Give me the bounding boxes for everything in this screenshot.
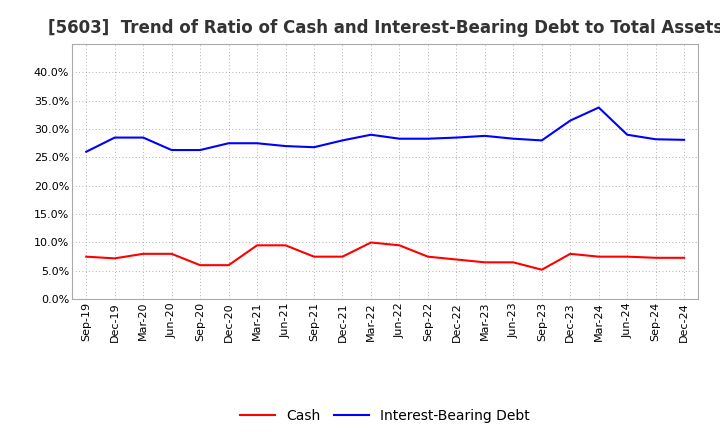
Interest-Bearing Debt	[310, 145, 318, 150]
Cash	[196, 263, 204, 268]
Cash	[452, 257, 461, 262]
Cash	[566, 251, 575, 257]
Cash	[282, 243, 290, 248]
Interest-Bearing Debt	[680, 137, 688, 143]
Interest-Bearing Debt	[537, 138, 546, 143]
Interest-Bearing Debt	[253, 141, 261, 146]
Cash	[338, 254, 347, 259]
Cash	[310, 254, 318, 259]
Legend: Cash, Interest-Bearing Debt: Cash, Interest-Bearing Debt	[235, 403, 536, 428]
Interest-Bearing Debt	[139, 135, 148, 140]
Interest-Bearing Debt	[595, 105, 603, 110]
Cash	[623, 254, 631, 259]
Interest-Bearing Debt	[452, 135, 461, 140]
Interest-Bearing Debt	[82, 149, 91, 154]
Cash	[395, 243, 404, 248]
Title: [5603]  Trend of Ratio of Cash and Interest-Bearing Debt to Total Assets: [5603] Trend of Ratio of Cash and Intere…	[48, 19, 720, 37]
Interest-Bearing Debt	[282, 143, 290, 149]
Interest-Bearing Debt	[110, 135, 119, 140]
Cash	[509, 260, 518, 265]
Interest-Bearing Debt	[167, 147, 176, 153]
Interest-Bearing Debt	[366, 132, 375, 137]
Interest-Bearing Debt	[196, 147, 204, 153]
Line: Cash: Cash	[86, 242, 684, 270]
Interest-Bearing Debt	[480, 133, 489, 139]
Interest-Bearing Debt	[423, 136, 432, 141]
Cash	[82, 254, 91, 259]
Interest-Bearing Debt	[395, 136, 404, 141]
Cash	[537, 267, 546, 272]
Line: Interest-Bearing Debt: Interest-Bearing Debt	[86, 107, 684, 152]
Interest-Bearing Debt	[623, 132, 631, 137]
Cash	[595, 254, 603, 259]
Cash	[480, 260, 489, 265]
Cash	[652, 255, 660, 260]
Interest-Bearing Debt	[652, 137, 660, 142]
Cash	[167, 251, 176, 257]
Cash	[225, 263, 233, 268]
Cash	[423, 254, 432, 259]
Cash	[366, 240, 375, 245]
Cash	[139, 251, 148, 257]
Interest-Bearing Debt	[566, 118, 575, 123]
Cash	[110, 256, 119, 261]
Interest-Bearing Debt	[338, 138, 347, 143]
Cash	[253, 243, 261, 248]
Cash	[680, 255, 688, 260]
Interest-Bearing Debt	[225, 141, 233, 146]
Interest-Bearing Debt	[509, 136, 518, 141]
